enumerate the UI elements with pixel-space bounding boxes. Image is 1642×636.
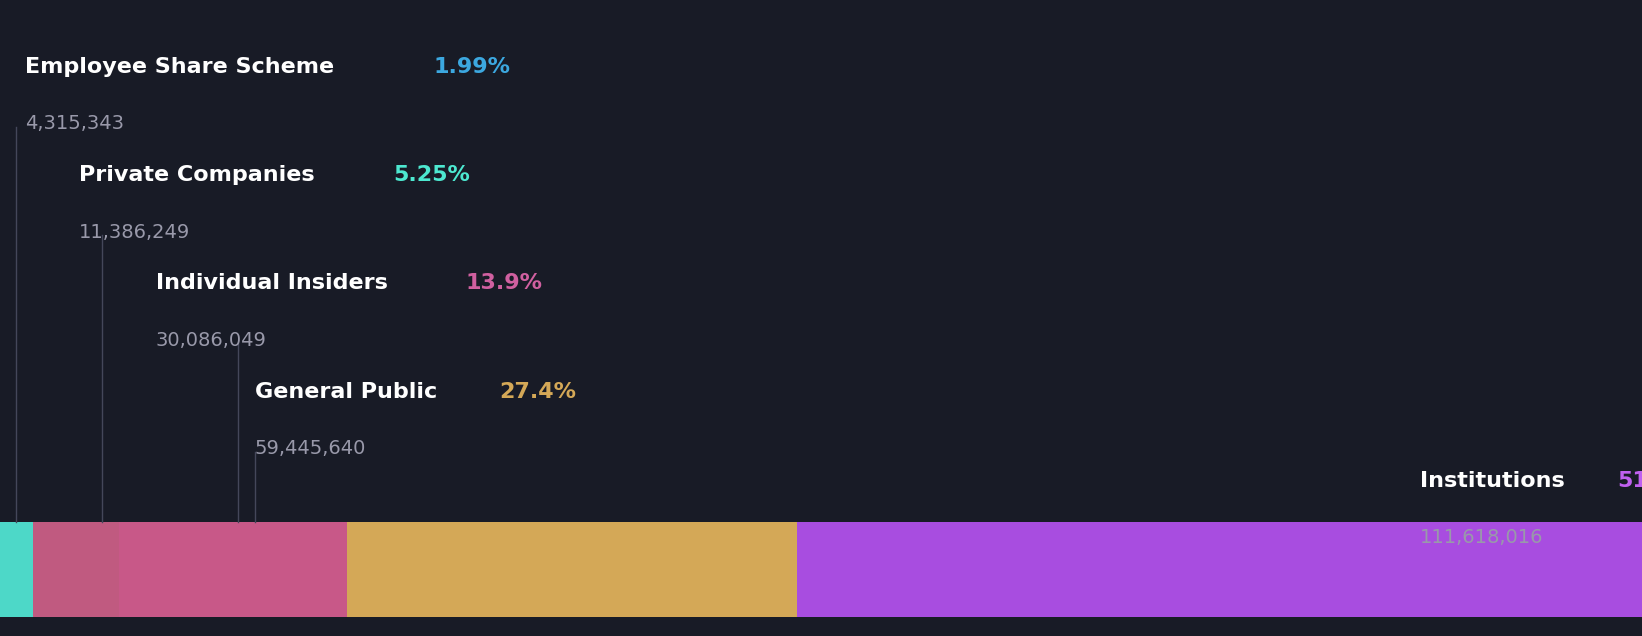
Text: 5.25%: 5.25% xyxy=(392,165,470,185)
Text: Individual Insiders: Individual Insiders xyxy=(156,273,396,293)
Bar xyxy=(796,522,1642,617)
Text: 11,386,249: 11,386,249 xyxy=(79,223,190,242)
Bar xyxy=(33,522,118,617)
Text: 30,086,049: 30,086,049 xyxy=(156,331,268,350)
Bar xyxy=(346,522,796,617)
Text: Private Companies: Private Companies xyxy=(79,165,322,185)
Text: Employee Share Scheme: Employee Share Scheme xyxy=(25,57,342,77)
Text: General Public: General Public xyxy=(255,382,445,401)
Text: 1.99%: 1.99% xyxy=(433,57,511,77)
Text: 51.5%: 51.5% xyxy=(1617,471,1642,490)
Text: 111,618,016: 111,618,016 xyxy=(1420,528,1543,547)
Text: 13.9%: 13.9% xyxy=(465,273,542,293)
Bar xyxy=(0,522,33,617)
Text: 59,445,640: 59,445,640 xyxy=(255,439,366,458)
Bar xyxy=(118,522,346,617)
Text: Institutions: Institutions xyxy=(1420,471,1573,490)
Text: 27.4%: 27.4% xyxy=(499,382,576,401)
Text: 4,315,343: 4,315,343 xyxy=(25,114,123,134)
